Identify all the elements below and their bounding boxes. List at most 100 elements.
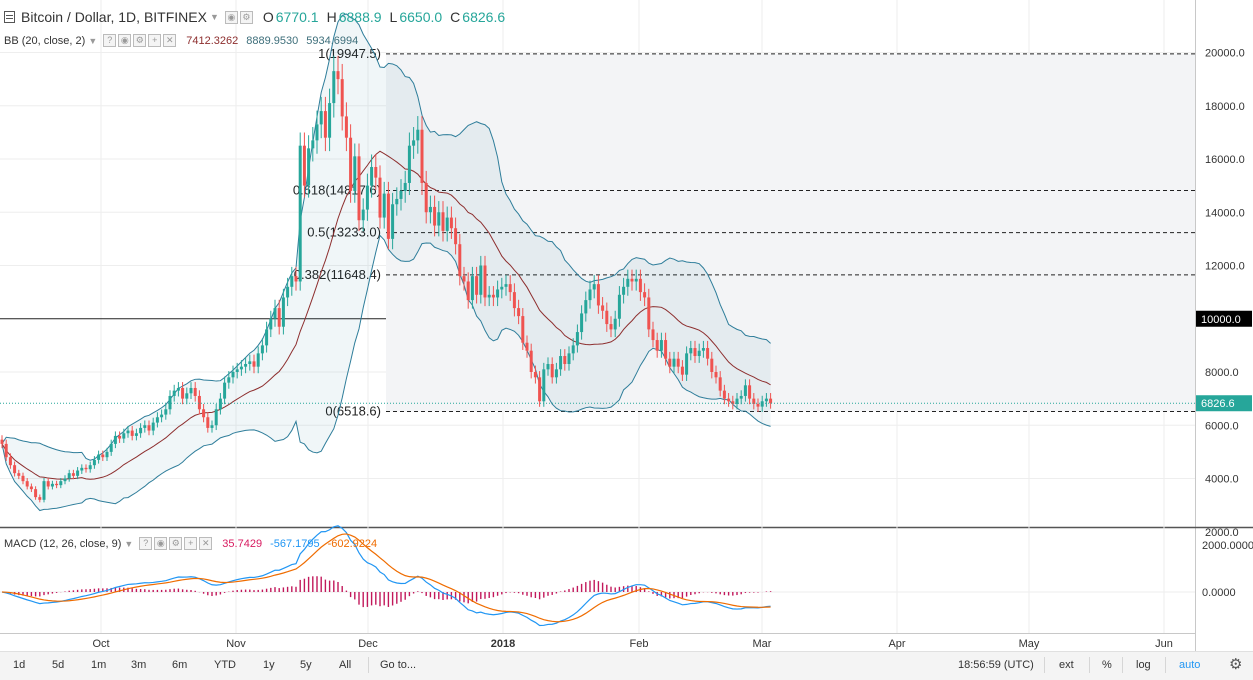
candle-body (164, 409, 168, 415)
chevron-down-icon[interactable]: ▼ (88, 35, 98, 46)
range-5d[interactable]: 5d (52, 659, 65, 671)
help-icon[interactable]: ? (139, 537, 153, 550)
candle (374, 154, 378, 190)
bottom-toolbar: 1d 5d 1m 3m 6m YTD 1y 5y All Go to... 18… (0, 651, 1253, 680)
candle (176, 382, 180, 397)
macd-line (1, 525, 771, 627)
candle (407, 132, 411, 196)
range-6m[interactable]: 6m (172, 659, 188, 671)
candle-body (105, 451, 109, 458)
macd-tick-label: 0.0000 (1202, 587, 1236, 599)
range-1y[interactable]: 1y (263, 659, 275, 671)
more-icon[interactable]: + (148, 34, 162, 47)
candle-body (500, 286, 504, 290)
candle-body (609, 324, 613, 330)
macd-label[interactable]: MACD (12, 26, close, 9) (4, 537, 122, 550)
chart-canvas[interactable]: 20000.0 18000.0 16000.0 14000.0 12000.0 8000.… (0, 0, 1253, 651)
candle (231, 365, 235, 384)
close-icon[interactable]: ✕ (199, 537, 213, 550)
candle (307, 135, 311, 198)
visibility-icon[interactable]: ◉ (154, 537, 168, 550)
range-all[interactable]: All (339, 659, 352, 671)
candle-body (752, 398, 756, 404)
auto-toggle[interactable]: auto (1179, 659, 1201, 671)
candle-body (4, 443, 8, 458)
chevron-down-icon[interactable]: ▼ (124, 538, 134, 549)
goto-button[interactable]: Go to... (380, 659, 417, 671)
toolbar-divider (1044, 657, 1045, 673)
macd-tick-label: 2000.0000 (1202, 540, 1253, 552)
candle (664, 332, 668, 366)
candle-body (634, 278, 638, 282)
candle (281, 288, 285, 335)
toolbar-divider (1165, 657, 1166, 673)
close-icon[interactable]: ✕ (163, 34, 177, 47)
visibility-icon[interactable]: ◉ (224, 10, 238, 24)
candle-body (727, 398, 731, 402)
candle (223, 376, 227, 405)
bb-label[interactable]: BB (20, close, 2) (4, 34, 86, 47)
candle-body (546, 364, 550, 370)
range-1m[interactable]: 1m (91, 659, 107, 671)
more-icon[interactable]: + (184, 537, 198, 550)
candle (668, 351, 672, 374)
candle (332, 55, 336, 118)
time-tick-label: May (1019, 638, 1040, 650)
candle (420, 116, 424, 196)
candle (206, 412, 210, 433)
candle (134, 428, 138, 441)
candle-body (298, 145, 302, 282)
candle-body (655, 340, 659, 351)
symbol-title[interactable]: Bitcoin / Dollar, 1D, BITFINEX (21, 9, 207, 25)
candle (59, 478, 63, 489)
candle (727, 393, 731, 407)
settings-icon[interactable]: ⚙ (169, 537, 183, 550)
range-ytd[interactable]: YTD (214, 659, 236, 671)
range-5y[interactable]: 5y (300, 659, 312, 671)
candle-body (29, 486, 33, 490)
candle (416, 116, 420, 154)
candle-body (130, 430, 134, 436)
candle-body (466, 281, 470, 301)
range-3m[interactable]: 3m (131, 659, 147, 671)
candle (126, 425, 130, 438)
price-tick-label: 2000.0 (1205, 527, 1239, 539)
settings-icon[interactable]: ⚙ (239, 10, 253, 24)
candle (706, 340, 710, 366)
ohlc-high: H 6888.9 (326, 9, 382, 25)
candle (672, 351, 676, 374)
candle (63, 475, 67, 485)
candle-body (311, 140, 315, 149)
time-tick-label: Nov (226, 638, 246, 650)
candle-body (71, 473, 75, 476)
candle (512, 283, 516, 317)
candle (630, 269, 634, 291)
candle-body (374, 166, 378, 178)
candle-body (286, 286, 290, 298)
range-1d[interactable]: 1d (13, 659, 26, 671)
candle (756, 398, 760, 412)
percent-toggle[interactable]: % (1102, 659, 1112, 671)
candle-body (126, 430, 130, 434)
ext-toggle[interactable]: ext (1059, 659, 1074, 671)
candle-body (328, 103, 332, 138)
help-icon[interactable]: ? (103, 34, 117, 47)
candle (584, 291, 588, 322)
chevron-down-icon[interactable]: ▼ (209, 12, 219, 22)
gear-icon[interactable]: ⚙ (1229, 656, 1243, 673)
settings-icon[interactable]: ⚙ (133, 34, 147, 47)
candle-body (13, 465, 17, 474)
candle (769, 393, 773, 409)
candle (487, 286, 491, 307)
candle (252, 354, 256, 374)
candle-body (46, 481, 50, 487)
visibility-icon[interactable]: ◉ (118, 34, 132, 47)
candle-body (512, 292, 516, 309)
log-toggle[interactable]: log (1136, 659, 1151, 671)
candle (88, 461, 92, 473)
bb-upper-value: 8889.9530 (246, 34, 299, 47)
candle (403, 170, 407, 203)
candle-body (391, 204, 395, 239)
menu-icon[interactable] (4, 11, 15, 23)
candle (349, 124, 353, 203)
